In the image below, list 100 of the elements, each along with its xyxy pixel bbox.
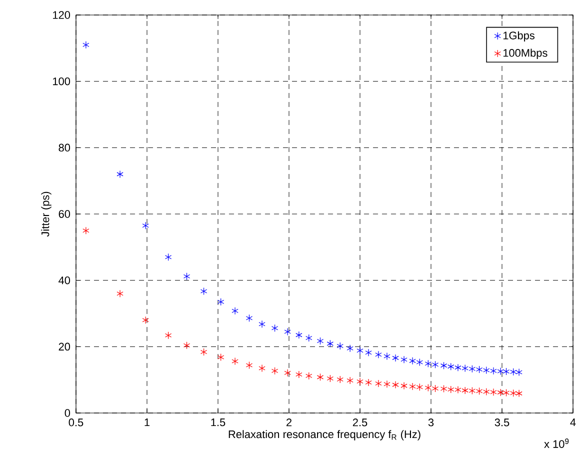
point xyxy=(296,370,302,378)
y-tick-label: 120 xyxy=(53,11,70,19)
point xyxy=(200,348,208,356)
point xyxy=(258,320,266,328)
y-tick-label: 40 xyxy=(58,276,70,284)
point xyxy=(306,334,312,342)
point xyxy=(116,290,124,298)
point xyxy=(271,367,278,375)
point xyxy=(502,388,510,397)
point xyxy=(326,340,334,348)
point xyxy=(346,344,354,352)
legend-label: 1Gbps xyxy=(503,31,535,42)
x-tick-label: 1.5 xyxy=(211,418,226,426)
point xyxy=(448,362,454,370)
point xyxy=(416,383,423,391)
point xyxy=(375,380,382,388)
point xyxy=(490,367,497,375)
x-tick-label: 3.5 xyxy=(494,418,510,426)
x-axis-title: Relaxation resonance frequency f$_{R}$ (Hz) xyxy=(228,430,420,440)
point xyxy=(409,382,416,390)
point xyxy=(448,386,454,394)
point xyxy=(384,352,390,360)
point xyxy=(284,328,291,336)
point xyxy=(497,367,504,376)
text: x 10$^{9}$ xyxy=(544,438,569,448)
point xyxy=(218,353,224,362)
point xyxy=(490,388,497,396)
point xyxy=(392,381,399,389)
point xyxy=(440,362,448,370)
point xyxy=(218,298,224,306)
point xyxy=(142,222,149,230)
point xyxy=(454,364,462,372)
point xyxy=(326,374,334,382)
point xyxy=(476,387,483,395)
point xyxy=(510,389,517,397)
point xyxy=(232,357,238,366)
point xyxy=(306,372,312,380)
point xyxy=(336,376,344,384)
point xyxy=(483,366,490,374)
point xyxy=(346,376,354,384)
y-tick-label: 100 xyxy=(53,77,70,86)
x-tick-label: 1 xyxy=(144,418,150,426)
point xyxy=(462,386,468,394)
point xyxy=(510,368,517,376)
y-tick-label: 80 xyxy=(58,144,70,152)
point xyxy=(271,324,278,332)
point xyxy=(164,253,172,261)
x-tick-label: 0.5 xyxy=(68,418,84,426)
point xyxy=(424,384,432,392)
point xyxy=(432,360,439,368)
y-axis-title: Jitter (ps) xyxy=(41,192,52,237)
point xyxy=(82,226,90,234)
point xyxy=(246,314,253,322)
point xyxy=(232,307,238,315)
point xyxy=(296,331,302,339)
point xyxy=(400,382,408,390)
point xyxy=(142,316,149,324)
point xyxy=(400,356,408,364)
point xyxy=(424,360,432,368)
legend-label: 100Mbps xyxy=(503,48,548,59)
x-tick-label: 2.5 xyxy=(352,418,368,426)
point xyxy=(409,357,416,365)
point xyxy=(516,368,522,376)
point xyxy=(454,386,462,394)
point xyxy=(416,358,423,366)
point xyxy=(365,378,372,386)
point xyxy=(82,41,90,49)
point xyxy=(164,332,172,340)
point xyxy=(183,342,190,350)
point xyxy=(284,369,291,377)
point xyxy=(316,373,324,381)
point xyxy=(200,287,208,296)
y-tick-label: 0 xyxy=(64,409,70,417)
point xyxy=(375,350,382,358)
point xyxy=(462,364,468,372)
point xyxy=(356,346,364,354)
point xyxy=(476,366,483,374)
point xyxy=(365,348,372,356)
point xyxy=(483,388,490,396)
x-tick-label: 2 xyxy=(286,418,292,426)
point xyxy=(183,272,190,280)
point xyxy=(468,365,476,373)
point xyxy=(258,364,266,372)
point xyxy=(336,342,344,350)
x-tick-label: 3 xyxy=(428,418,434,426)
point xyxy=(497,388,504,396)
point xyxy=(440,384,448,393)
point xyxy=(516,390,522,398)
y-tick-label: 60 xyxy=(58,210,70,218)
point xyxy=(392,354,399,362)
point xyxy=(432,384,439,392)
y-tick-label: 20 xyxy=(58,342,70,351)
point xyxy=(468,386,476,395)
point xyxy=(246,361,253,370)
point xyxy=(384,380,390,388)
point xyxy=(116,170,124,178)
point xyxy=(356,378,364,386)
point xyxy=(316,337,324,345)
point xyxy=(502,368,510,376)
x-tick-label: 4 xyxy=(570,418,576,426)
